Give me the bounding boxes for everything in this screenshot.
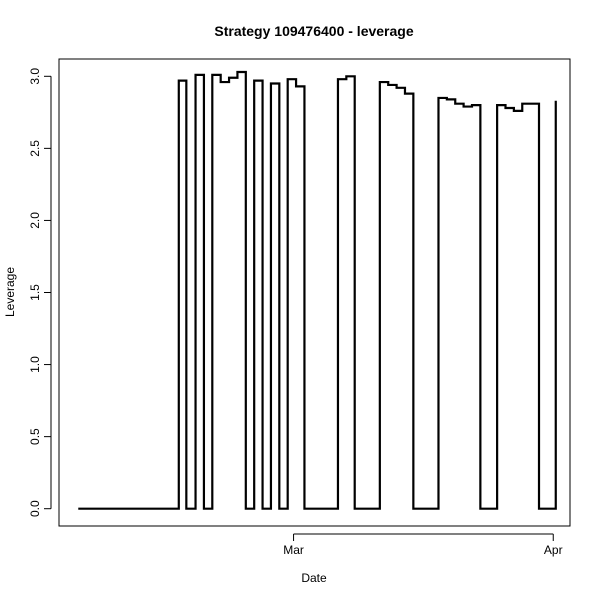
- x-axis-label: Date: [301, 571, 327, 585]
- y-axis-label: Leverage: [3, 267, 17, 317]
- y-tick-label: 1.0: [28, 356, 42, 373]
- y-tick-label: 2.0: [28, 212, 42, 229]
- y-tick-label: 0.0: [28, 500, 42, 517]
- x-tick-label: Apr: [544, 543, 563, 557]
- y-tick-label: 3.0: [28, 68, 42, 85]
- series-layer: [78, 70, 557, 510]
- y-tick-label: 1.5: [28, 284, 42, 301]
- series-line-leverage: [78, 70, 557, 510]
- x-tick-label: Mar: [283, 543, 304, 557]
- y-tick-label: 2.5: [28, 140, 42, 157]
- x-axis: Mar Apr: [283, 533, 563, 557]
- chart-title: Strategy 109476400 - leverage: [214, 23, 413, 39]
- y-axis: 0.0 0.5 1.0 1.5 2.0 2.5 3.0: [28, 68, 52, 517]
- plot-frame: [58, 58, 571, 527]
- y-tick-label: 0.5: [28, 428, 42, 445]
